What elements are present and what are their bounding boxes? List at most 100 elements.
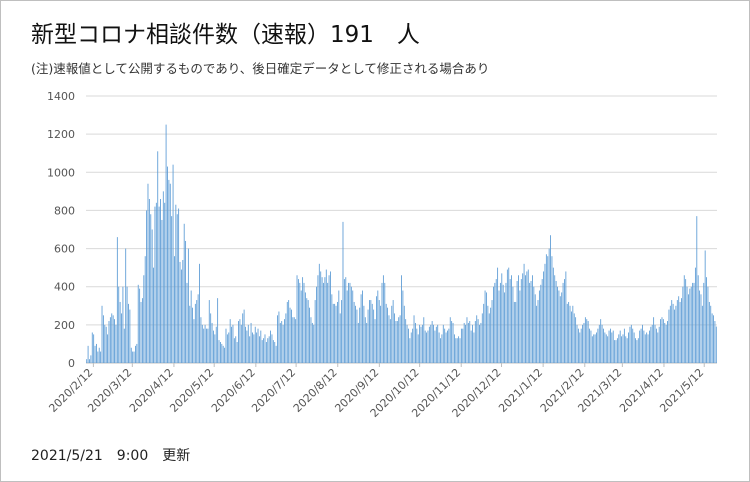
bar — [554, 275, 556, 363]
bar — [561, 292, 563, 363]
bar — [122, 286, 124, 363]
bar — [657, 332, 659, 363]
bar — [272, 340, 274, 363]
bar — [162, 191, 164, 363]
bar — [701, 305, 703, 363]
bar — [371, 303, 373, 363]
bar — [231, 326, 232, 363]
bar — [442, 324, 444, 363]
bar — [504, 292, 506, 363]
bar — [506, 269, 508, 363]
bar — [406, 324, 408, 363]
bar — [625, 336, 627, 363]
bar — [655, 328, 657, 363]
bar — [141, 298, 143, 363]
y-tick-label: 400 — [54, 281, 75, 294]
bar — [284, 319, 285, 363]
bar — [555, 280, 557, 363]
bar — [676, 300, 678, 363]
bar — [316, 286, 317, 363]
bar — [597, 328, 599, 363]
bar — [646, 332, 648, 363]
bar — [189, 305, 191, 363]
bar — [129, 309, 131, 363]
bar — [405, 319, 407, 363]
bar — [201, 324, 203, 363]
bar — [679, 301, 681, 363]
bar — [256, 332, 258, 363]
bar — [421, 324, 423, 363]
bar — [449, 317, 451, 363]
bar — [105, 326, 107, 363]
bar — [263, 338, 265, 363]
bar — [214, 334, 216, 363]
bar — [650, 326, 652, 363]
bar — [678, 296, 680, 363]
bar — [603, 328, 604, 363]
bar — [525, 275, 526, 363]
bar — [415, 322, 416, 363]
bar — [708, 301, 710, 363]
bar — [318, 263, 320, 363]
bar — [451, 321, 453, 363]
bar — [642, 324, 643, 363]
bar — [612, 330, 614, 363]
bar — [297, 279, 299, 363]
bar — [428, 326, 430, 363]
y-axis: 0 200 400 600 800 1000 1200 1400 — [47, 90, 75, 370]
bar — [394, 313, 395, 363]
bar — [537, 300, 539, 363]
bar — [167, 166, 168, 363]
bar — [688, 294, 689, 363]
bar — [530, 280, 532, 363]
bar — [328, 275, 330, 363]
bar — [366, 322, 368, 363]
bar — [260, 330, 262, 363]
bar — [435, 326, 437, 363]
bar — [671, 300, 673, 363]
bar — [89, 359, 90, 363]
bar — [664, 322, 666, 363]
bar — [154, 206, 156, 363]
bar — [225, 328, 227, 363]
bar — [509, 279, 511, 363]
bar — [463, 322, 465, 363]
update-timestamp: 2021/5/21 9:00 更新 — [31, 448, 191, 464]
bar — [275, 345, 277, 363]
bar — [448, 328, 450, 363]
bar — [341, 300, 343, 363]
bar — [295, 319, 297, 363]
bar — [413, 315, 415, 363]
bar — [519, 290, 521, 363]
bar — [622, 334, 624, 363]
bar — [665, 324, 667, 363]
bar — [575, 317, 577, 363]
bar — [470, 330, 472, 363]
bar — [309, 307, 310, 363]
bar — [140, 301, 142, 363]
bar — [520, 279, 522, 363]
bar — [430, 324, 432, 363]
bar — [374, 319, 376, 363]
bar — [540, 284, 542, 363]
bar — [628, 332, 629, 363]
bar — [307, 300, 309, 363]
bar — [395, 321, 397, 363]
bar — [438, 332, 440, 363]
bar — [321, 277, 323, 363]
gridlines — [86, 95, 717, 364]
bar — [306, 298, 308, 363]
bar — [557, 286, 558, 363]
bar — [160, 198, 161, 363]
bar — [401, 275, 402, 363]
bar — [497, 267, 499, 363]
bar — [550, 235, 551, 363]
bar — [586, 319, 588, 363]
bar — [336, 301, 338, 363]
bar — [320, 271, 322, 363]
bar — [236, 342, 238, 363]
bar — [258, 336, 260, 363]
bar — [389, 319, 391, 363]
bar — [431, 321, 433, 363]
bar — [424, 330, 426, 363]
